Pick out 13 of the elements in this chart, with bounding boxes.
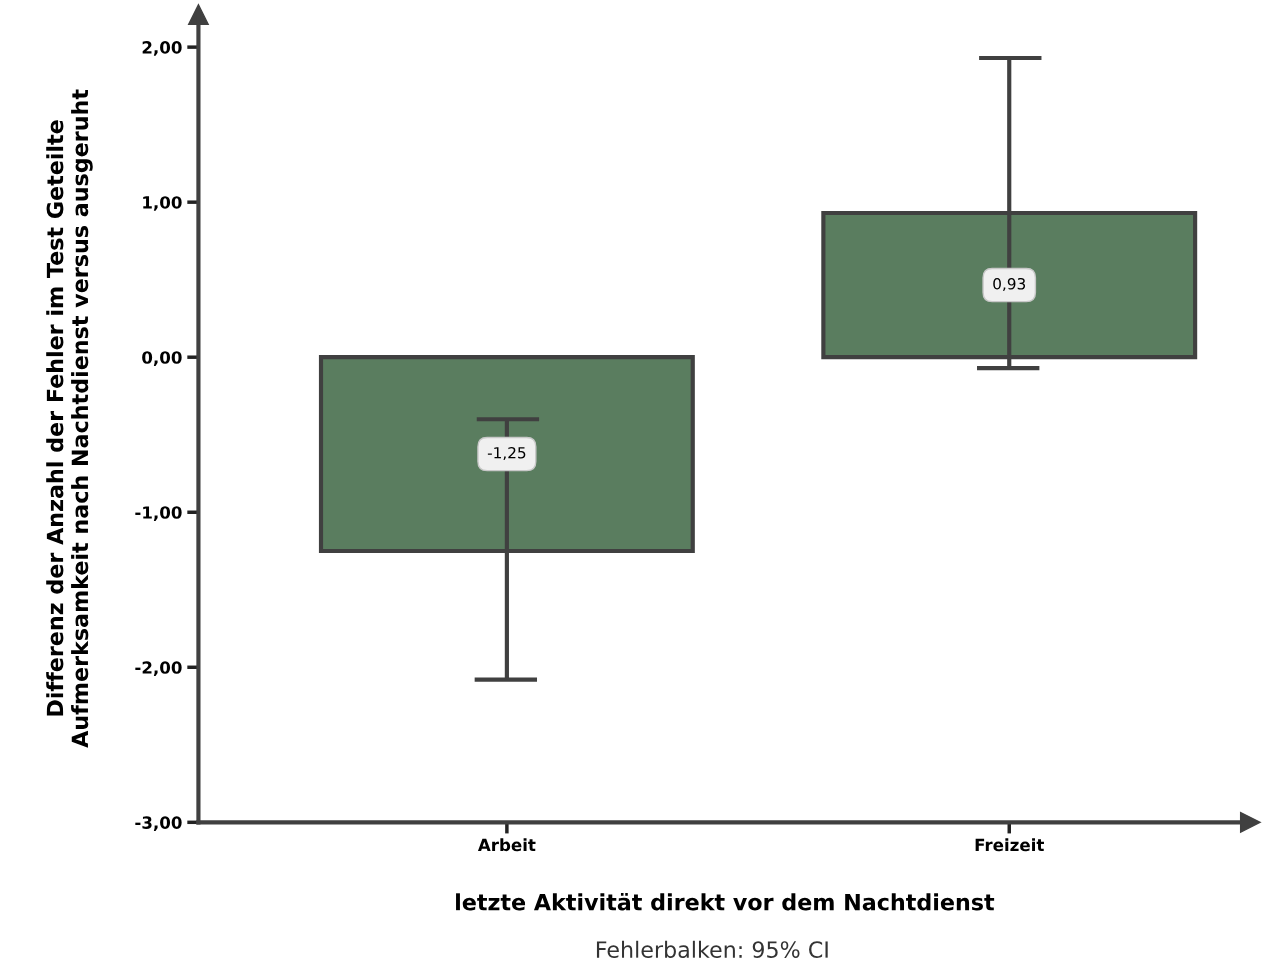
x-tick-label: Arbeit (477, 838, 536, 852)
x-axis-title: letzte Aktivität direkt vor dem Nachtdienst (456, 892, 995, 911)
y-tick-label: 1,00 (143, 196, 182, 211)
data-label: 0,93 (993, 277, 1026, 292)
y-tick-label: 0,00 (142, 351, 182, 366)
data-label: -1,25 (487, 446, 526, 461)
y-tick-label: 2,00 (142, 41, 182, 56)
y-axis-title: Differenz der Anzahl der Fehler im Test Geteilte Aufmerksamkeit nach Nachtdienst versus ausgeruht (46, 89, 93, 748)
y-tick-label: -3,00 (135, 816, 182, 832)
text: Fehlerbalken: 95% CI (596, 940, 828, 958)
y-tick-label: -1,00 (135, 506, 182, 521)
x-tick-label: Freizeit (975, 838, 1044, 852)
y-tick-label: -2,00 (135, 661, 182, 676)
